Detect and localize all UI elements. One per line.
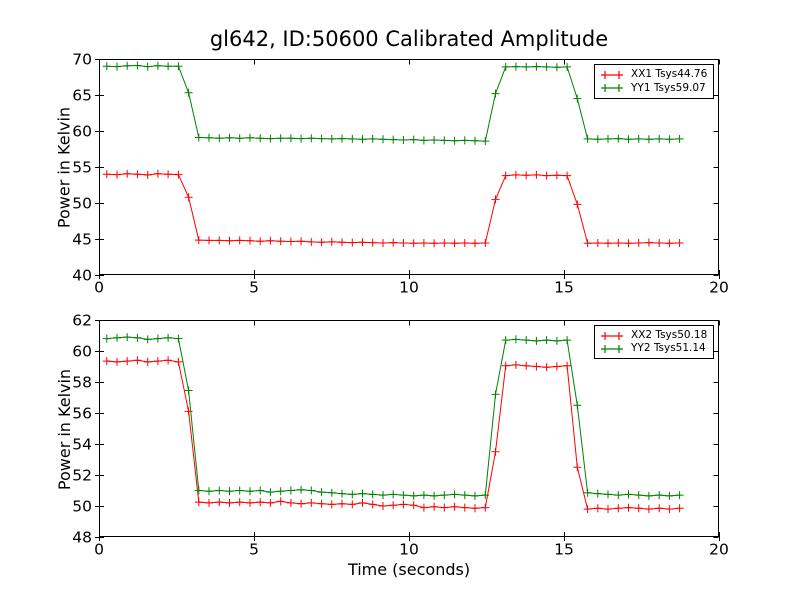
y-tick-label: 65 xyxy=(72,87,92,105)
y-tick-label: 45 xyxy=(72,231,92,249)
series-markers-yy2 xyxy=(102,333,684,500)
y-tick-label: 62 xyxy=(72,312,92,330)
series-markers-xx1 xyxy=(102,169,684,248)
y-tick-label: 50 xyxy=(72,195,92,213)
plus-marker-line-sample xyxy=(601,344,623,353)
y-tick-label: 52 xyxy=(72,467,92,485)
legend-label: YY1 Tsys59.07 xyxy=(631,81,706,94)
y-tick-label: 60 xyxy=(72,343,92,361)
top-y-axis-label: Power in Kelvin xyxy=(54,106,74,229)
series-line-xx1 xyxy=(106,173,680,244)
legend-label: YY2 Tsys51.14 xyxy=(631,342,706,354)
legend-label: XX2 Tsys50.18 xyxy=(631,329,708,341)
x-tick-label: 15 xyxy=(554,541,574,559)
bottom-legend: XX2 Tsys50.18 YY2 Tsys51.14 xyxy=(594,325,714,359)
x-tick-label: 5 xyxy=(249,279,259,297)
y-tick-label: 40 xyxy=(72,267,92,285)
bottom-y-axis-label: Power in Kelvin xyxy=(55,368,74,491)
top-plot: 0 5 10 15 20 40 45 50 55 60 65 70 xyxy=(72,51,729,297)
y-tick-label: 55 xyxy=(72,159,92,177)
bottom-plot: 0 5 10 15 20 48 50 52 54 56 58 60 62 xyxy=(72,312,729,559)
y-tick-label: 70 xyxy=(72,51,92,69)
series-line-yy2 xyxy=(106,336,680,497)
legend-entry: XX2 Tsys50.18 xyxy=(600,329,708,342)
y-tick-label: 50 xyxy=(72,498,92,516)
legend-entry: YY2 Tsys51.14 xyxy=(600,342,708,355)
legend-entry: XX1 Tsys44.76 xyxy=(600,68,708,81)
x-tick-label: 15 xyxy=(554,279,574,297)
plus-marker-line-sample xyxy=(601,84,623,93)
x-tick-label: 0 xyxy=(94,541,104,559)
plot-title: gl642, ID:50600 Calibrated Amplitude xyxy=(209,27,609,51)
x-tick-label: 5 xyxy=(249,541,259,559)
legend-entry: YY1 Tsys59.07 xyxy=(600,82,708,95)
x-tick-label: 10 xyxy=(399,279,419,297)
y-tick-label: 60 xyxy=(72,123,92,141)
y-tick-label: 54 xyxy=(72,436,92,454)
x-tick-label: 20 xyxy=(709,541,729,559)
legend-label: XX1 Tsys44.76 xyxy=(631,68,708,81)
x-tick-label: 0 xyxy=(94,279,104,297)
series-markers-xx2 xyxy=(102,356,684,514)
top-legend: XX1 Tsys44.76 YY1 Tsys59.07 xyxy=(594,64,714,99)
y-tick-label: 58 xyxy=(72,374,92,392)
x-axis-label: Time (seconds) xyxy=(347,560,471,579)
plus-marker-line-sample xyxy=(601,70,623,79)
series-markers-yy1 xyxy=(102,61,684,146)
x-tick-label: 10 xyxy=(399,541,419,559)
x-tick-label: 20 xyxy=(709,279,729,297)
plus-marker-line-sample xyxy=(601,331,623,340)
y-tick-label: 56 xyxy=(72,405,92,423)
y-tick-label: 48 xyxy=(72,529,92,547)
